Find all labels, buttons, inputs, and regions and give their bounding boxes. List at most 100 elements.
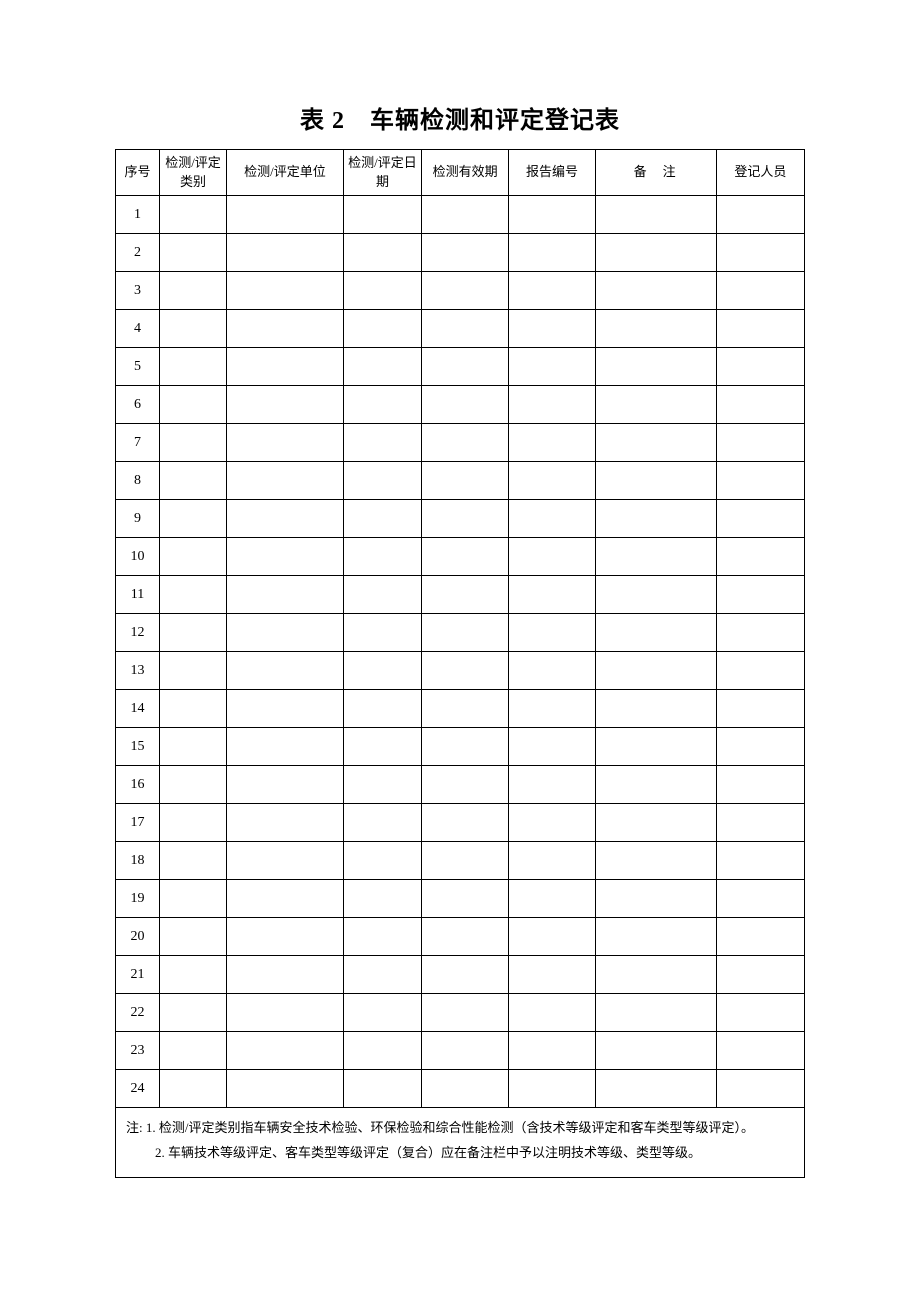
cell-person bbox=[716, 348, 804, 386]
cell-seq: 15 bbox=[116, 728, 160, 766]
cell-unit bbox=[226, 880, 343, 918]
cell-valid bbox=[421, 1032, 509, 1070]
cell-remark bbox=[595, 614, 716, 652]
cell-person bbox=[716, 766, 804, 804]
cell-type bbox=[160, 728, 227, 766]
table-row: 7 bbox=[116, 424, 805, 462]
cell-date bbox=[344, 462, 422, 500]
cell-valid bbox=[421, 918, 509, 956]
cell-person bbox=[716, 386, 804, 424]
cell-remark bbox=[595, 310, 716, 348]
table-row: 18 bbox=[116, 842, 805, 880]
cell-unit bbox=[226, 538, 343, 576]
cell-person bbox=[716, 196, 804, 234]
table-header-row: 序号 检测/评定类别 检测/评定单位 检测/评定日期 检测有效期 报告编号 备注… bbox=[116, 150, 805, 196]
cell-person bbox=[716, 956, 804, 994]
cell-report bbox=[509, 918, 595, 956]
cell-report bbox=[509, 424, 595, 462]
cell-remark bbox=[595, 956, 716, 994]
table-row: 9 bbox=[116, 500, 805, 538]
cell-date bbox=[344, 804, 422, 842]
cell-date bbox=[344, 614, 422, 652]
cell-valid bbox=[421, 956, 509, 994]
cell-unit bbox=[226, 234, 343, 272]
cell-person bbox=[716, 1032, 804, 1070]
cell-seq: 1 bbox=[116, 196, 160, 234]
table-notes-row: 注: 1. 检测/评定类别指车辆安全技术检验、环保检验和综合性能检测（含技术等级… bbox=[116, 1108, 805, 1178]
cell-report bbox=[509, 690, 595, 728]
cell-seq: 8 bbox=[116, 462, 160, 500]
cell-remark bbox=[595, 424, 716, 462]
cell-seq: 14 bbox=[116, 690, 160, 728]
cell-date bbox=[344, 690, 422, 728]
cell-remark bbox=[595, 1032, 716, 1070]
cell-seq: 21 bbox=[116, 956, 160, 994]
cell-report bbox=[509, 766, 595, 804]
cell-report bbox=[509, 652, 595, 690]
cell-date bbox=[344, 348, 422, 386]
cell-person bbox=[716, 1070, 804, 1108]
cell-date bbox=[344, 538, 422, 576]
cell-report bbox=[509, 842, 595, 880]
col-header-valid: 检测有效期 bbox=[421, 150, 509, 196]
cell-valid bbox=[421, 576, 509, 614]
col-header-report: 报告编号 bbox=[509, 150, 595, 196]
cell-seq: 4 bbox=[116, 310, 160, 348]
cell-remark bbox=[595, 690, 716, 728]
table-row: 24 bbox=[116, 1070, 805, 1108]
cell-valid bbox=[421, 1070, 509, 1108]
cell-date bbox=[344, 576, 422, 614]
cell-valid bbox=[421, 994, 509, 1032]
cell-date bbox=[344, 918, 422, 956]
table-row: 16 bbox=[116, 766, 805, 804]
cell-remark bbox=[595, 652, 716, 690]
cell-type bbox=[160, 804, 227, 842]
cell-type bbox=[160, 462, 227, 500]
cell-valid bbox=[421, 804, 509, 842]
cell-type bbox=[160, 880, 227, 918]
cell-report bbox=[509, 386, 595, 424]
cell-type bbox=[160, 234, 227, 272]
col-header-date: 检测/评定日期 bbox=[344, 150, 422, 196]
cell-person bbox=[716, 538, 804, 576]
table-row: 13 bbox=[116, 652, 805, 690]
cell-person bbox=[716, 234, 804, 272]
cell-valid bbox=[421, 842, 509, 880]
col-header-seq: 序号 bbox=[116, 150, 160, 196]
cell-valid bbox=[421, 424, 509, 462]
cell-valid bbox=[421, 500, 509, 538]
cell-report bbox=[509, 500, 595, 538]
cell-unit bbox=[226, 424, 343, 462]
cell-date bbox=[344, 424, 422, 462]
cell-unit bbox=[226, 462, 343, 500]
cell-remark bbox=[595, 386, 716, 424]
table-row: 1 bbox=[116, 196, 805, 234]
cell-unit bbox=[226, 994, 343, 1032]
cell-unit bbox=[226, 766, 343, 804]
cell-type bbox=[160, 538, 227, 576]
cell-report bbox=[509, 804, 595, 842]
cell-type bbox=[160, 766, 227, 804]
note-line-1: 注: 1. 检测/评定类别指车辆安全技术检验、环保检验和综合性能检测（含技术等级… bbox=[126, 1120, 754, 1135]
table-row: 23 bbox=[116, 1032, 805, 1070]
cell-remark bbox=[595, 196, 716, 234]
cell-report bbox=[509, 614, 595, 652]
cell-seq: 10 bbox=[116, 538, 160, 576]
cell-person bbox=[716, 918, 804, 956]
cell-type bbox=[160, 424, 227, 462]
cell-person bbox=[716, 576, 804, 614]
cell-report bbox=[509, 728, 595, 766]
cell-report bbox=[509, 1070, 595, 1108]
cell-remark bbox=[595, 766, 716, 804]
cell-person bbox=[716, 728, 804, 766]
cell-seq: 12 bbox=[116, 614, 160, 652]
cell-date bbox=[344, 196, 422, 234]
col-header-person: 登记人员 bbox=[716, 150, 804, 196]
cell-report bbox=[509, 956, 595, 994]
cell-person bbox=[716, 424, 804, 462]
cell-valid bbox=[421, 880, 509, 918]
cell-date bbox=[344, 272, 422, 310]
cell-seq: 9 bbox=[116, 500, 160, 538]
cell-type bbox=[160, 196, 227, 234]
cell-date bbox=[344, 386, 422, 424]
